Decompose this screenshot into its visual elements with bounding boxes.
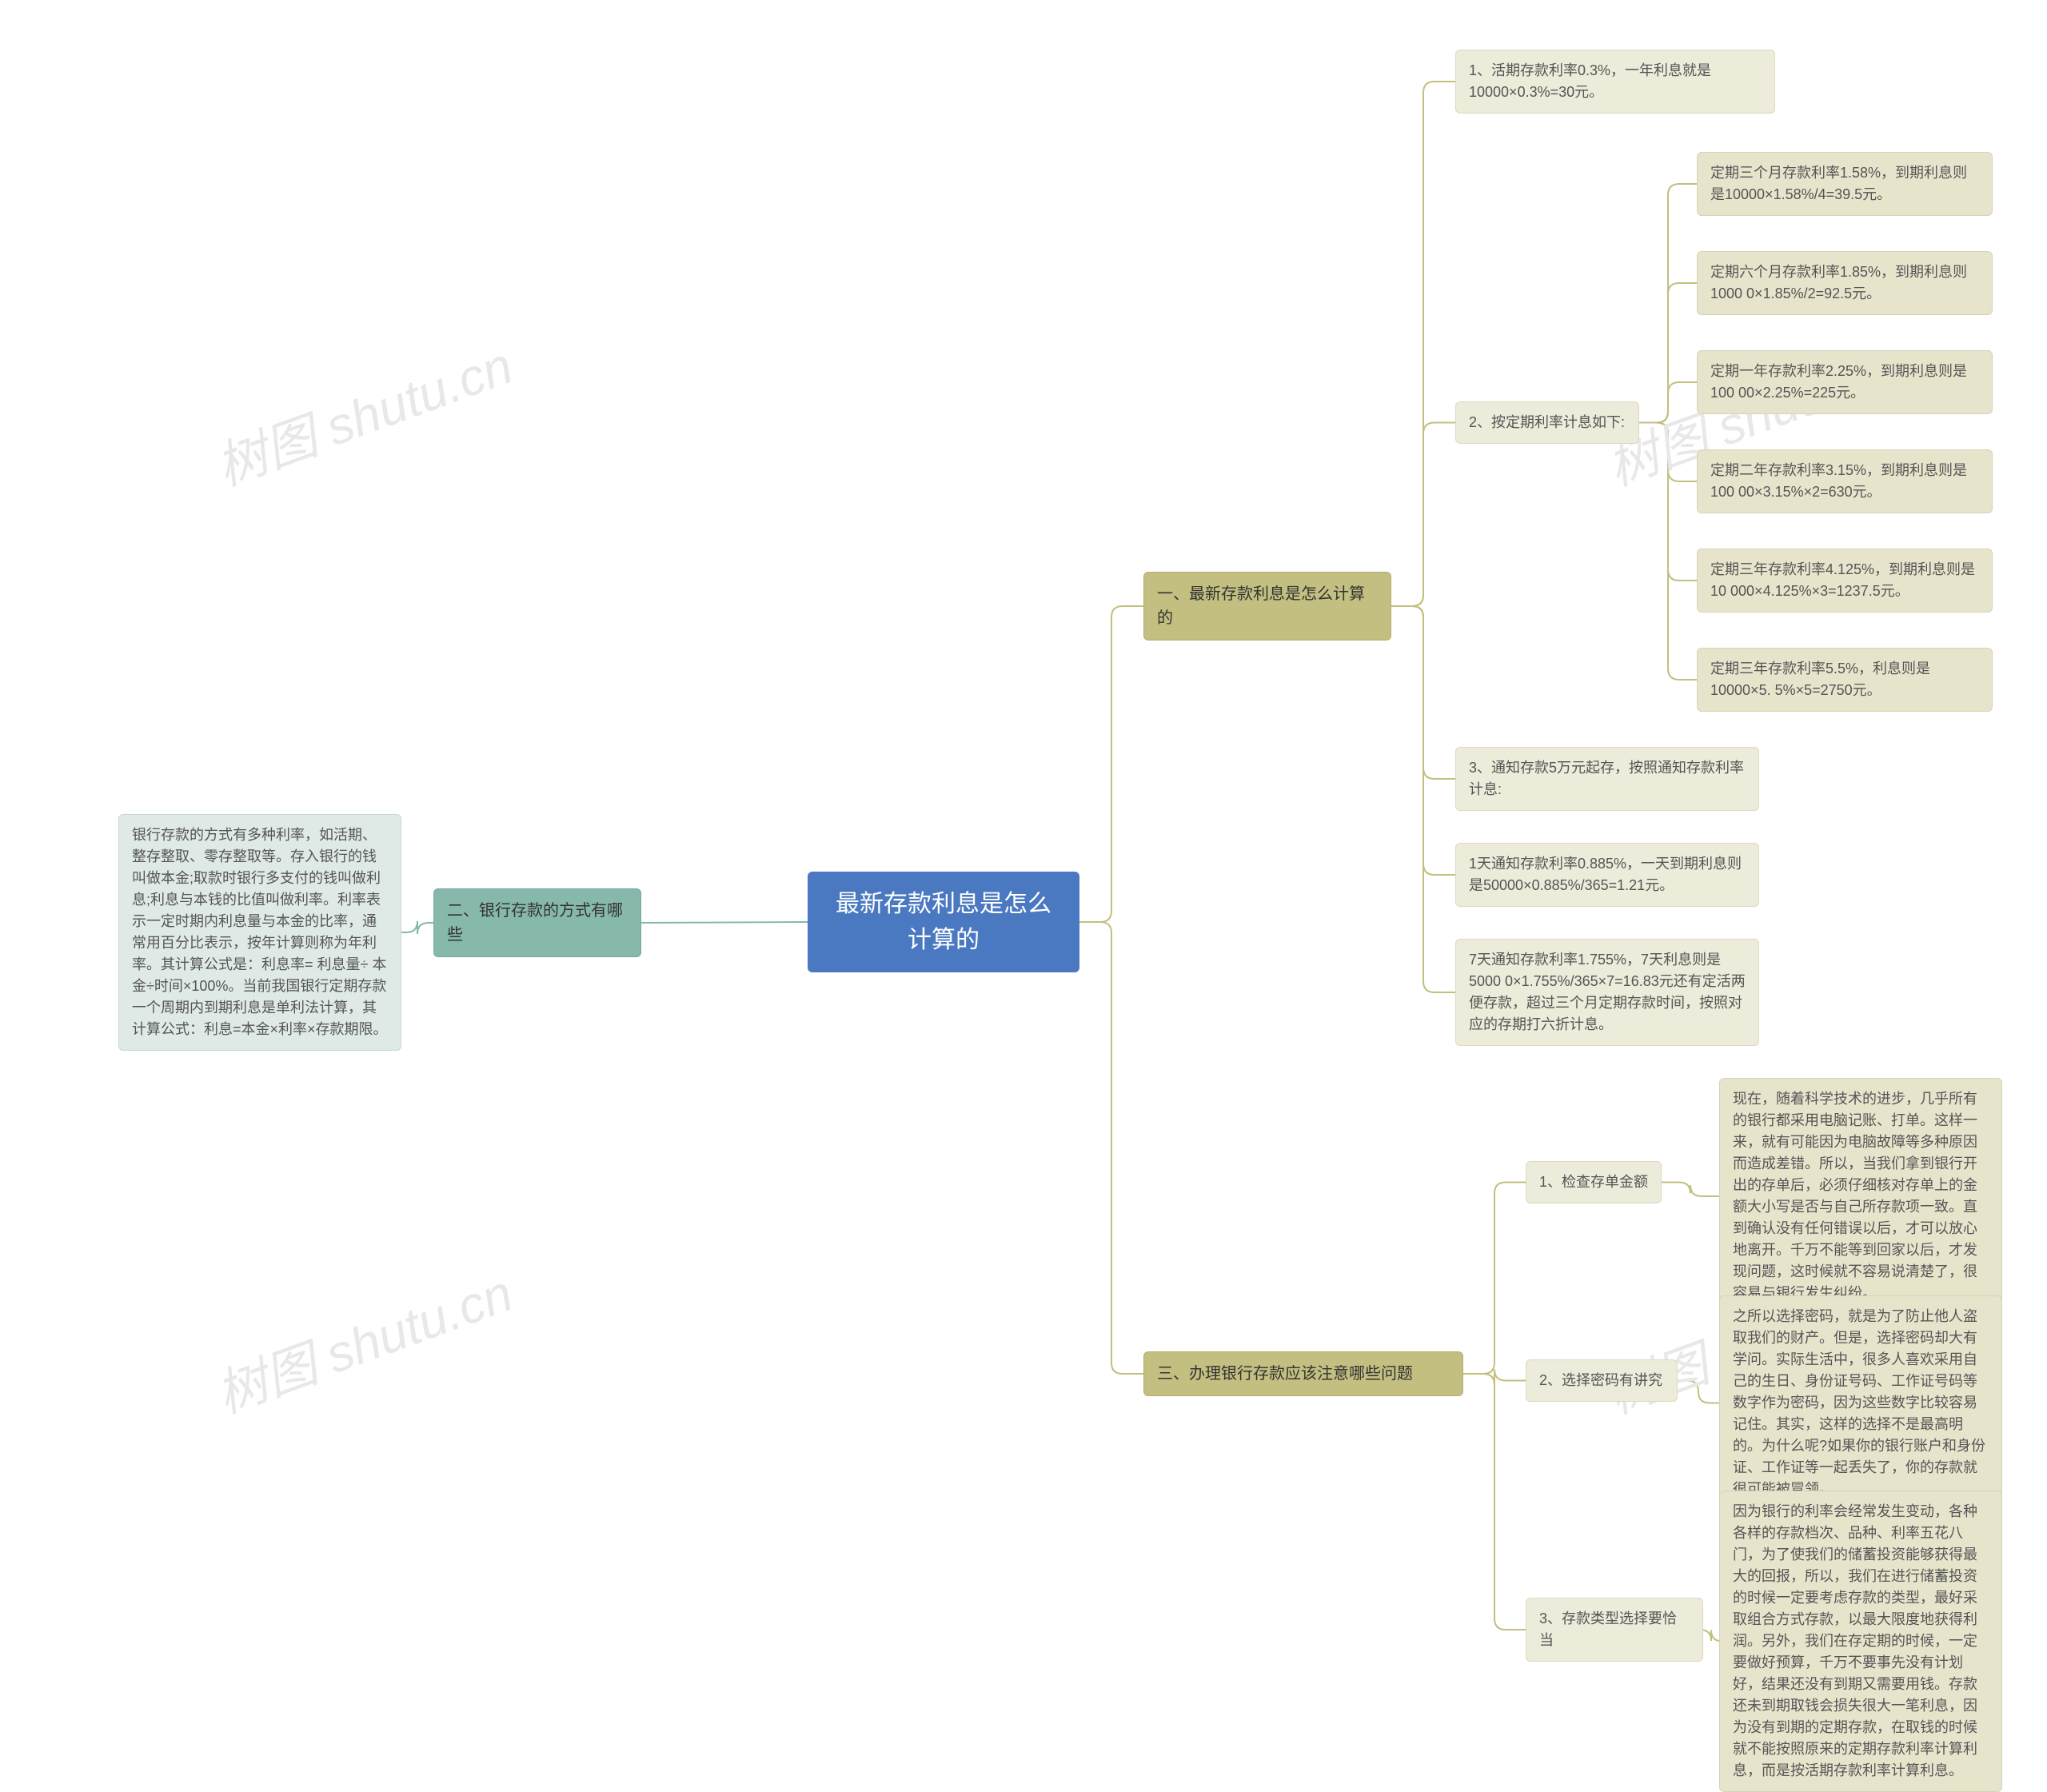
leaf-1-3[interactable]: 3、通知存款5万元起存，按照通知存款利率计息: — [1455, 747, 1759, 811]
watermark: 树图 shutu.cn — [205, 1252, 521, 1427]
leaf-1-2[interactable]: 2、按定期利率计息如下: — [1455, 401, 1639, 444]
leaf-1-4[interactable]: 1天通知存款利率0.885%，一天到期利息则是50000×0.885%/365=… — [1455, 843, 1759, 907]
root-node[interactable]: 最新存款利息是怎么计算的 — [808, 872, 1079, 972]
leaf-1-5[interactable]: 7天通知存款利率1.755%，7天利息则是5000 0×1.755%/365×7… — [1455, 939, 1759, 1046]
watermark: 树图 shutu.cn — [205, 325, 521, 500]
leaf-3-3[interactable]: 3、存款类型选择要恰当 — [1526, 1598, 1703, 1662]
leaf-3-1-desc[interactable]: 现在，随着科学技术的进步，几乎所有的银行都采用电脑记账、打单。这样一来，就有可能… — [1719, 1078, 2002, 1315]
branch-3[interactable]: 三、办理银行存款应该注意哪些问题 — [1143, 1351, 1463, 1396]
leaf-3-2[interactable]: 2、选择密码有讲究 — [1526, 1359, 1678, 1402]
leaf-1-2-f[interactable]: 定期三年存款利率5.5%，利息则是10000×5. 5%×5=2750元。 — [1697, 648, 1993, 712]
leaf-1-2-d[interactable]: 定期二年存款利率3.15%，到期利息则是100 00×3.15%×2=630元。 — [1697, 449, 1993, 513]
leaf-1-2-c[interactable]: 定期一年存款利率2.25%，到期利息则是100 00×2.25%=225元。 — [1697, 350, 1993, 414]
leaf-1-2-e[interactable]: 定期三年存款利率4.125%，到期利息则是10 000×4.125%×3=123… — [1697, 549, 1993, 613]
leaf-3-1[interactable]: 1、检查存单金额 — [1526, 1161, 1662, 1203]
leaf-1-1[interactable]: 1、活期存款利率0.3%，一年利息就是10000×0.3%=30元。 — [1455, 50, 1775, 114]
branch-1[interactable]: 一、最新存款利息是怎么计算的 — [1143, 572, 1391, 641]
branch-2[interactable]: 二、银行存款的方式有哪些 — [433, 888, 641, 957]
leaf-3-3-desc[interactable]: 因为银行的利率会经常发生变动，各种各样的存款档次、品种、利率五花八门，为了使我们… — [1719, 1491, 2002, 1792]
leaf-2-desc[interactable]: 银行存款的方式有多种利率，如活期、整存整取、零存整取等。存入银行的钱叫做本金;取… — [118, 814, 401, 1051]
leaf-1-2-b[interactable]: 定期六个月存款利率1.85%，到期利息则1000 0×1.85%/2=92.5元… — [1697, 251, 1993, 315]
leaf-3-2-desc[interactable]: 之所以选择密码，就是为了防止他人盗取我们的财产。但是，选择密码却大有学问。实际生… — [1719, 1295, 2002, 1511]
leaf-1-2-a[interactable]: 定期三个月存款利率1.58%，到期利息则是10000×1.58%/4=39.5元… — [1697, 152, 1993, 216]
